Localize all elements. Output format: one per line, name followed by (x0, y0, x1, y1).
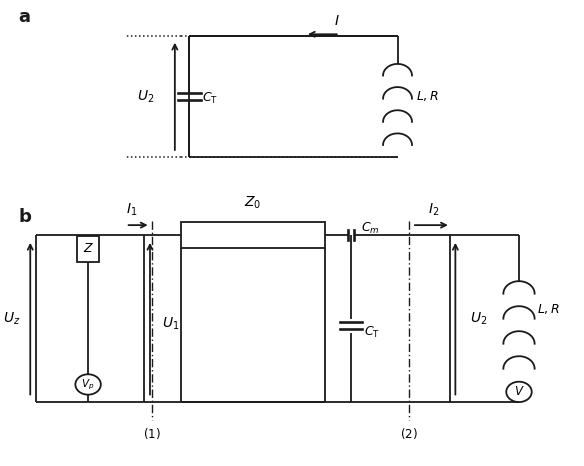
Text: $I$: $I$ (334, 14, 340, 28)
Text: $U_2$: $U_2$ (470, 310, 487, 327)
Text: $I_1$: $I_1$ (126, 201, 137, 218)
Text: $U_2$: $U_2$ (137, 88, 155, 104)
Text: $U_z$: $U_z$ (3, 310, 20, 327)
Text: $V$: $V$ (514, 385, 524, 398)
Text: $Z_0$: $Z_0$ (244, 194, 262, 211)
Text: $I_2$: $I_2$ (427, 201, 439, 218)
Text: $C_\mathrm{T}$: $C_\mathrm{T}$ (202, 91, 218, 106)
Text: $Z$: $Z$ (82, 242, 93, 255)
Text: $C_m$: $C_m$ (361, 221, 380, 236)
Text: $(1)$: $(1)$ (143, 426, 161, 441)
Bar (180, 222, 325, 248)
Text: $C_\mathrm{T}$: $C_\mathrm{T}$ (364, 325, 380, 340)
Text: $V_p$: $V_p$ (81, 377, 95, 392)
Bar (77, 236, 99, 262)
Text: $L, R$: $L, R$ (537, 302, 561, 316)
Text: $U_1$: $U_1$ (162, 315, 179, 331)
Text: $(2)$: $(2)$ (400, 426, 418, 441)
Text: a: a (19, 8, 31, 27)
Text: $L, R$: $L, R$ (416, 89, 439, 103)
Text: b: b (19, 207, 32, 226)
